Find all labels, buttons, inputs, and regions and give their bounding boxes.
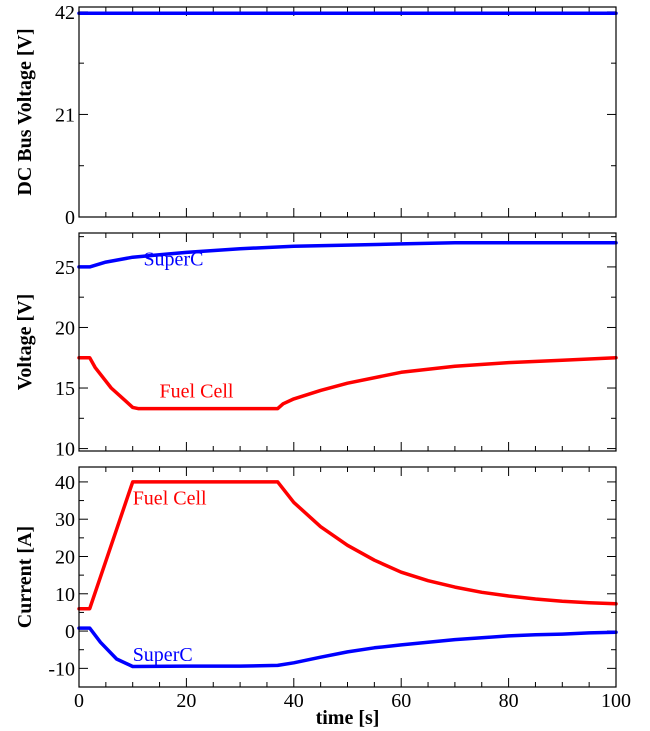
x-tick-label: 20 [176, 690, 196, 712]
plot-frame [78, 466, 617, 688]
y-tick-label: 20 [55, 317, 75, 339]
y-axis-label: Voltage [V] [14, 294, 36, 390]
series-line-superc [77, 240, 618, 269]
y-tick-label: 15 [55, 378, 75, 400]
y-tick-label: 42 [55, 2, 75, 24]
x-tick-label: 60 [391, 690, 411, 712]
x-tick-label: 80 [499, 690, 519, 712]
y-tick-label: -10 [48, 658, 75, 680]
y-tick-label: 0 [65, 621, 75, 643]
x-axis-label: time [s] [316, 707, 380, 729]
annotation-superc: SuperC [133, 644, 193, 666]
x-tick-label: 40 [284, 690, 304, 712]
panel-dc-bus-voltage: 0 21 42 DC Bus Voltage [V] [14, 2, 618, 229]
series-line-fuel-cell [77, 480, 618, 611]
annotation-fuel-cell: Fuel Cell [160, 381, 234, 403]
y-tick-label: 40 [55, 472, 75, 494]
y-axis-label: Current [A] [14, 526, 36, 628]
y-tick-label: 30 [55, 509, 75, 531]
y-tick-label: 25 [55, 257, 75, 279]
y-tick-label: 21 [55, 104, 75, 126]
y-tick-label: 10 [55, 584, 75, 606]
annotation-fuel-cell: Fuel Cell [133, 487, 207, 509]
series-line-fuel-cell [77, 355, 618, 411]
plot-frame [78, 232, 617, 452]
x-tick-label: 100 [601, 690, 631, 712]
y-axis-label: DC Bus Voltage [V] [14, 28, 36, 195]
y-tick-label: 20 [55, 546, 75, 568]
y-tick-label: 10 [55, 439, 75, 461]
x-tick-label: 0 [74, 690, 84, 712]
panel-current: -10 0 10 20 30 40 0 20 40 60 80 100 Current [A] time … [14, 466, 631, 729]
plot-frame [78, 6, 617, 218]
series-line-superc [77, 626, 618, 669]
y-tick-label: 0 [65, 207, 75, 229]
annotation-superc: SuperC [143, 249, 203, 271]
panel-voltage: 10 15 20 25 Voltage [V] SuperC Fuel Cell [14, 232, 618, 461]
